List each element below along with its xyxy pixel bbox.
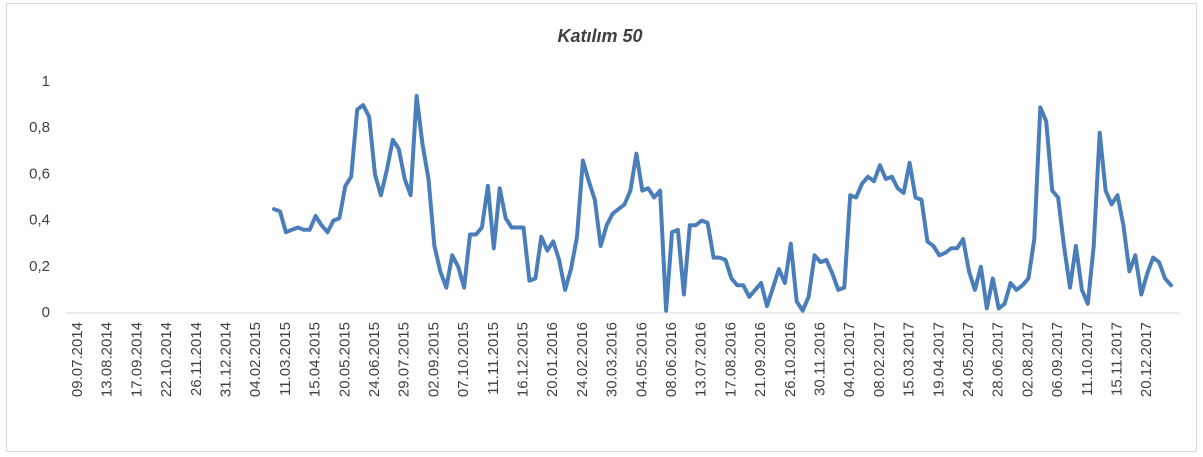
x-tick-label: 08.02.2017 bbox=[871, 322, 888, 397]
x-tick-label: 29.07.2015 bbox=[396, 322, 413, 397]
x-tick-label: 04.01.2017 bbox=[841, 322, 858, 397]
x-tick-label: 15.03.2017 bbox=[901, 322, 918, 397]
y-tick-label: 0 bbox=[42, 304, 50, 321]
x-tick-label: 11.11.2015 bbox=[485, 322, 502, 395]
x-tick-label: 20.05.2015 bbox=[336, 322, 353, 397]
chart-frame bbox=[6, 3, 1197, 452]
x-tick-label: 31.12.2014 bbox=[217, 322, 234, 397]
x-tick-label: 30.11.2016 bbox=[811, 322, 828, 396]
chart-title: Katılım 50 bbox=[557, 26, 642, 46]
x-tick-label: 17.08.2016 bbox=[722, 322, 739, 397]
y-tick-label: 1 bbox=[42, 73, 50, 90]
x-tick-label: 30.03.2016 bbox=[604, 322, 621, 397]
x-tick-label: 09.07.2014 bbox=[69, 322, 86, 397]
x-tick-label: 15.11.2017 bbox=[1108, 322, 1125, 396]
x-tick-label: 20.12.2017 bbox=[1138, 322, 1155, 397]
y-tick-label: 0,8 bbox=[29, 119, 50, 136]
x-tick-label: 28.06.2017 bbox=[990, 322, 1007, 397]
x-tick-label: 08.06.2016 bbox=[663, 322, 680, 397]
x-tick-label: 20.01.2016 bbox=[544, 322, 561, 397]
x-tick-label: 19.04.2017 bbox=[930, 322, 947, 397]
x-tick-label: 16.12.2015 bbox=[514, 322, 531, 397]
x-tick-label: 24.02.2016 bbox=[574, 322, 591, 397]
x-tick-label: 13.07.2016 bbox=[693, 322, 710, 397]
x-tick-label: 15.04.2015 bbox=[307, 322, 324, 397]
x-tick-label: 26.11.2014 bbox=[188, 322, 205, 396]
y-tick-label: 0,4 bbox=[29, 212, 50, 229]
x-tick-label: 24.05.2017 bbox=[960, 322, 977, 397]
line-series bbox=[272, 93, 1173, 313]
x-tick-label: 02.08.2017 bbox=[1019, 322, 1036, 397]
x-tick-label: 04.02.2015 bbox=[247, 322, 264, 397]
x-tick-label: 21.09.2016 bbox=[752, 322, 769, 397]
y-tick-label: 0,6 bbox=[29, 165, 50, 182]
x-tick-label: 13.08.2014 bbox=[99, 322, 116, 397]
x-tick-label: 11.10.2017 bbox=[1079, 322, 1096, 396]
x-tick-label: 22.10.2014 bbox=[158, 322, 175, 397]
x-tick-label: 04.05.2016 bbox=[633, 322, 650, 397]
x-tick-label: 26.10.2016 bbox=[782, 322, 799, 397]
y-tick-label: 0,2 bbox=[29, 258, 50, 275]
x-tick-label: 02.09.2015 bbox=[425, 322, 442, 397]
x-tick-label: 17.09.2014 bbox=[128, 322, 145, 397]
x-tick-label: 07.10.2015 bbox=[455, 322, 472, 397]
x-tick-label: 11.03.2015 bbox=[277, 322, 294, 396]
x-tick-label: 24.06.2015 bbox=[366, 322, 383, 397]
x-tick-label: 06.09.2017 bbox=[1049, 322, 1066, 397]
